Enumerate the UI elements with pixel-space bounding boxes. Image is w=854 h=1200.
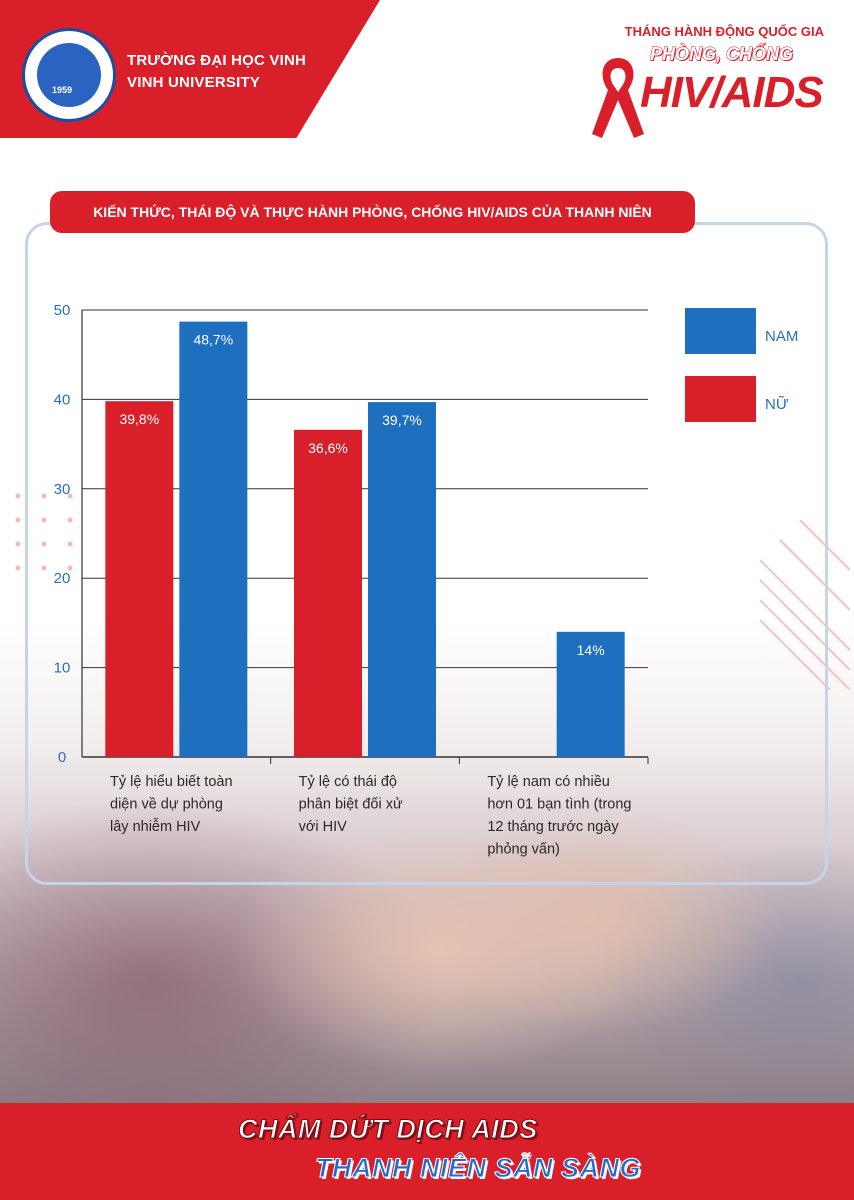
y-tick-label: 0 <box>58 749 66 766</box>
legend-label: NAM <box>765 328 798 345</box>
legend-swatch-nam <box>685 308 756 354</box>
campaign-line-1: THÁNG HÀNH ĐỘNG QUỐC GIA <box>624 24 824 39</box>
x-category-label: Tỷ lệ có thái độ <box>299 774 397 790</box>
university-name-vn: TRƯỜNG ĐẠI HỌC VINH <box>127 52 307 69</box>
decorative-stripes <box>760 520 850 690</box>
data-label: 39,7% <box>382 412 422 428</box>
university-name-en: VINH UNIVERSITY <box>127 74 261 91</box>
x-category-label: phân biệt đối xử <box>299 797 403 813</box>
bar-nam <box>368 402 436 757</box>
y-tick-label: 10 <box>54 660 71 677</box>
x-category-label: 12 tháng trước ngày <box>487 819 619 835</box>
logo-emblem <box>37 43 101 107</box>
data-label: 36,6% <box>308 440 348 456</box>
y-tick-label: 30 <box>54 481 71 498</box>
x-category-label: hơn 01 bạn tình (trong <box>487 797 631 813</box>
legend-label: NỮ <box>765 396 789 413</box>
data-label: 14% <box>577 642 605 658</box>
x-category-label: Tỷ lệ hiểu biết toàn <box>110 774 233 790</box>
chart-title: KIẾN THỨC, THÁI ĐỘ VÀ THỰC HÀNH PHÒNG, C… <box>50 191 695 233</box>
slogan-line-2: THANH NIÊN SẴN SÀNG <box>314 1153 642 1184</box>
data-label: 39,8% <box>119 411 159 427</box>
university-logo: 1959 <box>22 28 116 122</box>
red-ribbon-icon <box>592 58 644 138</box>
x-category-label: Tỷ lệ nam có nhiều <box>487 774 610 790</box>
x-category-label: lây nhiễm HIV <box>110 818 201 835</box>
decorative-dots <box>15 493 73 571</box>
logo-year: 1959 <box>52 85 73 95</box>
y-tick-label: 40 <box>54 391 71 408</box>
bar-nam <box>556 631 625 757</box>
footer-band <box>0 1103 854 1200</box>
campaign-line-3: HIV/AIDS <box>640 68 824 117</box>
bar-nu <box>294 429 362 757</box>
x-category-label: với HIV <box>299 819 348 835</box>
legend-swatch-nu <box>685 376 756 422</box>
campaign-line-2: PHÒNG, CHỐNG <box>649 44 794 65</box>
bar-chart: 0 10 20 30 40 50 39,8% 48,7% Tỷ lệ hiểu biết toà… <box>54 302 799 858</box>
bar-nu <box>105 401 174 757</box>
x-category-label: phỏng vấn) <box>487 842 560 858</box>
slogan-line-1: CHẤM DỨT DỊCH AIDS <box>238 1114 538 1145</box>
x-category-label: diện về dự phòng <box>110 797 223 813</box>
data-label: 48,7% <box>193 332 233 348</box>
bar-nam <box>179 321 248 757</box>
y-tick-label: 50 <box>54 302 71 319</box>
y-tick-label: 20 <box>54 570 71 587</box>
